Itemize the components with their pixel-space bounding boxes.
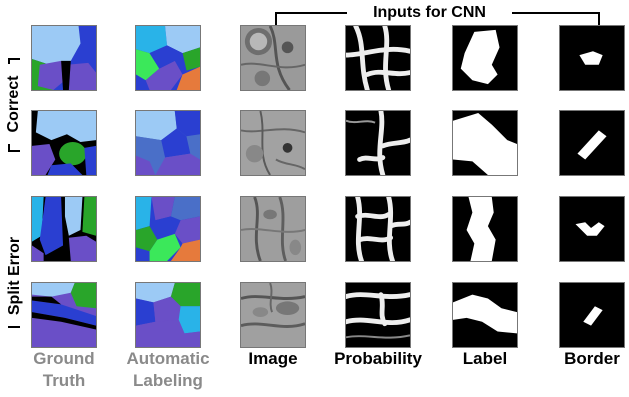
split-bracket-bottom [8, 326, 20, 328]
row4-probability [345, 282, 411, 348]
column-label-ground-truth-line1: Ground [33, 349, 95, 368]
row3-border [559, 196, 625, 262]
row3-automatic-labeling [135, 196, 201, 262]
row1-automatic-labeling [135, 25, 201, 91]
row3-label [452, 196, 518, 262]
row1-probability [345, 25, 411, 91]
column-label-automatic-labeling-line1: Automatic [126, 349, 210, 368]
row2-label [452, 110, 518, 176]
row1-border [559, 25, 625, 91]
inputs-bracket-right-bar [512, 12, 600, 14]
row4-ground-truth [31, 282, 97, 348]
inputs-bracket-right-tick [598, 12, 600, 28]
row3-probability [345, 196, 411, 262]
row1-ground-truth [31, 25, 97, 91]
row2-automatic-labeling [135, 110, 201, 176]
inputs-for-cnn-label: Inputs for CNN [373, 4, 486, 21]
side-label-split-error: Split Error [6, 226, 24, 326]
row3-image [240, 196, 306, 262]
inputs-bracket-left-bar [275, 12, 347, 14]
row4-border [559, 282, 625, 348]
row1-image [240, 25, 306, 91]
inputs-bracket-left-tick [275, 12, 277, 28]
correct-bracket-bottom [8, 150, 20, 152]
column-label-label: Label [462, 349, 508, 368]
column-label-image: Image [248, 349, 298, 368]
correct-bracket-top [8, 58, 20, 60]
column-label-probability: Probability [334, 349, 422, 368]
row1-label [452, 25, 518, 91]
column-label-border: Border [564, 349, 620, 368]
row2-image [240, 110, 306, 176]
row2-probability [345, 110, 411, 176]
row3-ground-truth [31, 196, 97, 262]
side-label-correct: Correct [5, 64, 23, 144]
row4-image [240, 282, 306, 348]
row4-label [452, 282, 518, 348]
row4-automatic-labeling [135, 282, 201, 348]
column-label-ground-truth-line2: Truth [42, 371, 86, 390]
column-label-automatic-labeling-line2: Labeling [133, 371, 203, 390]
row2-ground-truth [31, 110, 97, 176]
row2-border [559, 110, 625, 176]
